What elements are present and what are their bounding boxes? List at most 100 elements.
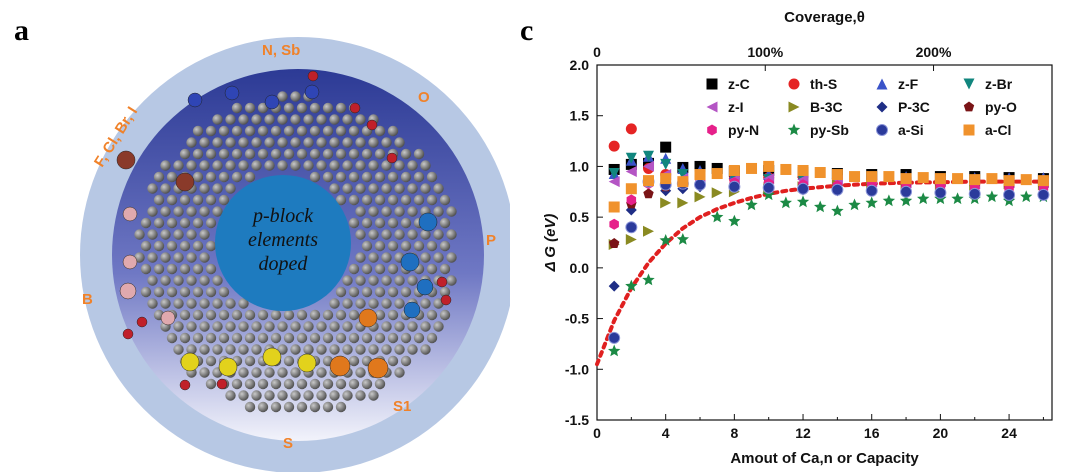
carbon-atom <box>225 298 236 309</box>
carbon-atom <box>355 229 366 240</box>
carbon-atom <box>283 148 295 160</box>
data-point-a-Si <box>900 185 913 198</box>
dopant-atom <box>403 301 421 319</box>
carbon-atom <box>335 102 347 114</box>
carbon-atom <box>348 194 360 206</box>
carbon-atom <box>374 332 386 344</box>
carbon-atom <box>296 401 308 413</box>
y-tick-label: 1.5 <box>570 108 590 124</box>
carbon-atom <box>290 344 301 355</box>
carbon-atom <box>264 160 275 171</box>
carbon-atom <box>244 102 256 114</box>
carbon-atom <box>426 194 438 206</box>
top-tick-label: 0 <box>593 44 601 60</box>
carbon-atom <box>192 125 204 137</box>
data-point-py-O <box>643 188 654 199</box>
legend-marker <box>787 123 801 136</box>
carbon-atom <box>348 171 360 183</box>
carbon-atom <box>192 332 204 344</box>
carbon-atom <box>290 91 301 102</box>
carbon-atom <box>322 148 334 160</box>
legend-marker <box>963 101 975 112</box>
carbon-atom <box>368 275 379 286</box>
carbon-atom <box>264 321 275 332</box>
legend-marker <box>706 78 718 90</box>
carbon-atom <box>335 194 347 206</box>
carbon-atom <box>277 367 288 378</box>
carbon-atom <box>420 298 431 309</box>
carbon-atom <box>335 148 347 160</box>
carbon-atom <box>231 378 243 390</box>
carbon-atom <box>257 378 269 390</box>
carbon-atom <box>160 298 171 309</box>
dopant-atom <box>358 308 378 328</box>
top-axis-title: Coverage,θ <box>784 9 865 26</box>
data-point-a-Cl <box>660 173 672 185</box>
carbon-atom <box>348 332 360 344</box>
carbon-atom <box>283 401 295 413</box>
carbon-atom <box>361 286 373 298</box>
carbon-atom <box>192 217 204 229</box>
carbon-atom <box>407 275 418 286</box>
carbon-atom <box>309 148 321 160</box>
x-tick-label: 12 <box>795 425 811 441</box>
carbon-atom <box>290 390 301 401</box>
carbon-atom <box>309 125 321 137</box>
carbon-atom <box>329 137 340 148</box>
carbon-atom <box>218 309 230 321</box>
series-a-Cl <box>608 160 1049 213</box>
data-point-th-S <box>625 123 637 135</box>
data-point-a-Cl <box>625 183 637 195</box>
carbon-atom <box>179 240 191 252</box>
carbon-atom <box>322 378 334 390</box>
carbon-atom <box>244 332 256 344</box>
carbon-atom <box>147 183 158 194</box>
carbon-atom <box>186 298 197 309</box>
carbon-atom <box>257 309 269 321</box>
carbon-atom <box>257 125 269 137</box>
carbon-atom <box>205 148 217 160</box>
carbon-atom <box>244 171 256 183</box>
carbon-atom <box>160 252 171 263</box>
data-point-z-I <box>608 176 620 188</box>
dopant-atom <box>440 294 452 306</box>
carbon-atom <box>420 229 431 240</box>
carbon-atom <box>173 275 184 286</box>
data-point-B-3C <box>711 187 723 199</box>
dopant-atom <box>122 254 138 270</box>
data-point-a-Cl <box>746 162 758 174</box>
carbon-atom <box>309 102 321 114</box>
carbon-atom <box>335 378 347 390</box>
carbon-atom <box>296 148 308 160</box>
carbon-atom <box>322 102 334 114</box>
carbon-atom <box>303 137 314 148</box>
carbon-atom <box>446 206 457 217</box>
carbon-atom <box>387 171 399 183</box>
data-point-py-Sb <box>985 190 999 203</box>
carbon-atom <box>205 217 217 229</box>
data-point-a-Cl <box>711 168 723 180</box>
carbon-atom <box>199 206 210 217</box>
carbon-atom <box>374 148 386 160</box>
legend-label: py-Sb <box>810 122 849 138</box>
legend-label: py-O <box>985 99 1017 115</box>
carbon-atom <box>244 401 256 413</box>
carbon-atom <box>173 160 184 171</box>
carbon-atom <box>199 183 210 194</box>
carbon-atom <box>277 390 288 401</box>
carbon-atom <box>296 125 308 137</box>
data-point-py-N <box>609 218 619 230</box>
carbon-atom <box>316 160 327 171</box>
carbon-atom <box>316 390 327 401</box>
carbon-atom <box>192 309 204 321</box>
carbon-atom <box>407 321 418 332</box>
carbon-atom <box>179 194 191 206</box>
y-axis-title: Δ G (eV) <box>542 214 559 273</box>
legend-label: z-F <box>898 76 919 92</box>
carbon-atom <box>199 321 210 332</box>
legend-item-a-Cl: a-Cl <box>963 122 1011 138</box>
carbon-atom <box>283 309 295 321</box>
carbon-atom <box>329 114 340 125</box>
legend-marker <box>707 124 717 136</box>
dopant-atom <box>304 84 320 100</box>
